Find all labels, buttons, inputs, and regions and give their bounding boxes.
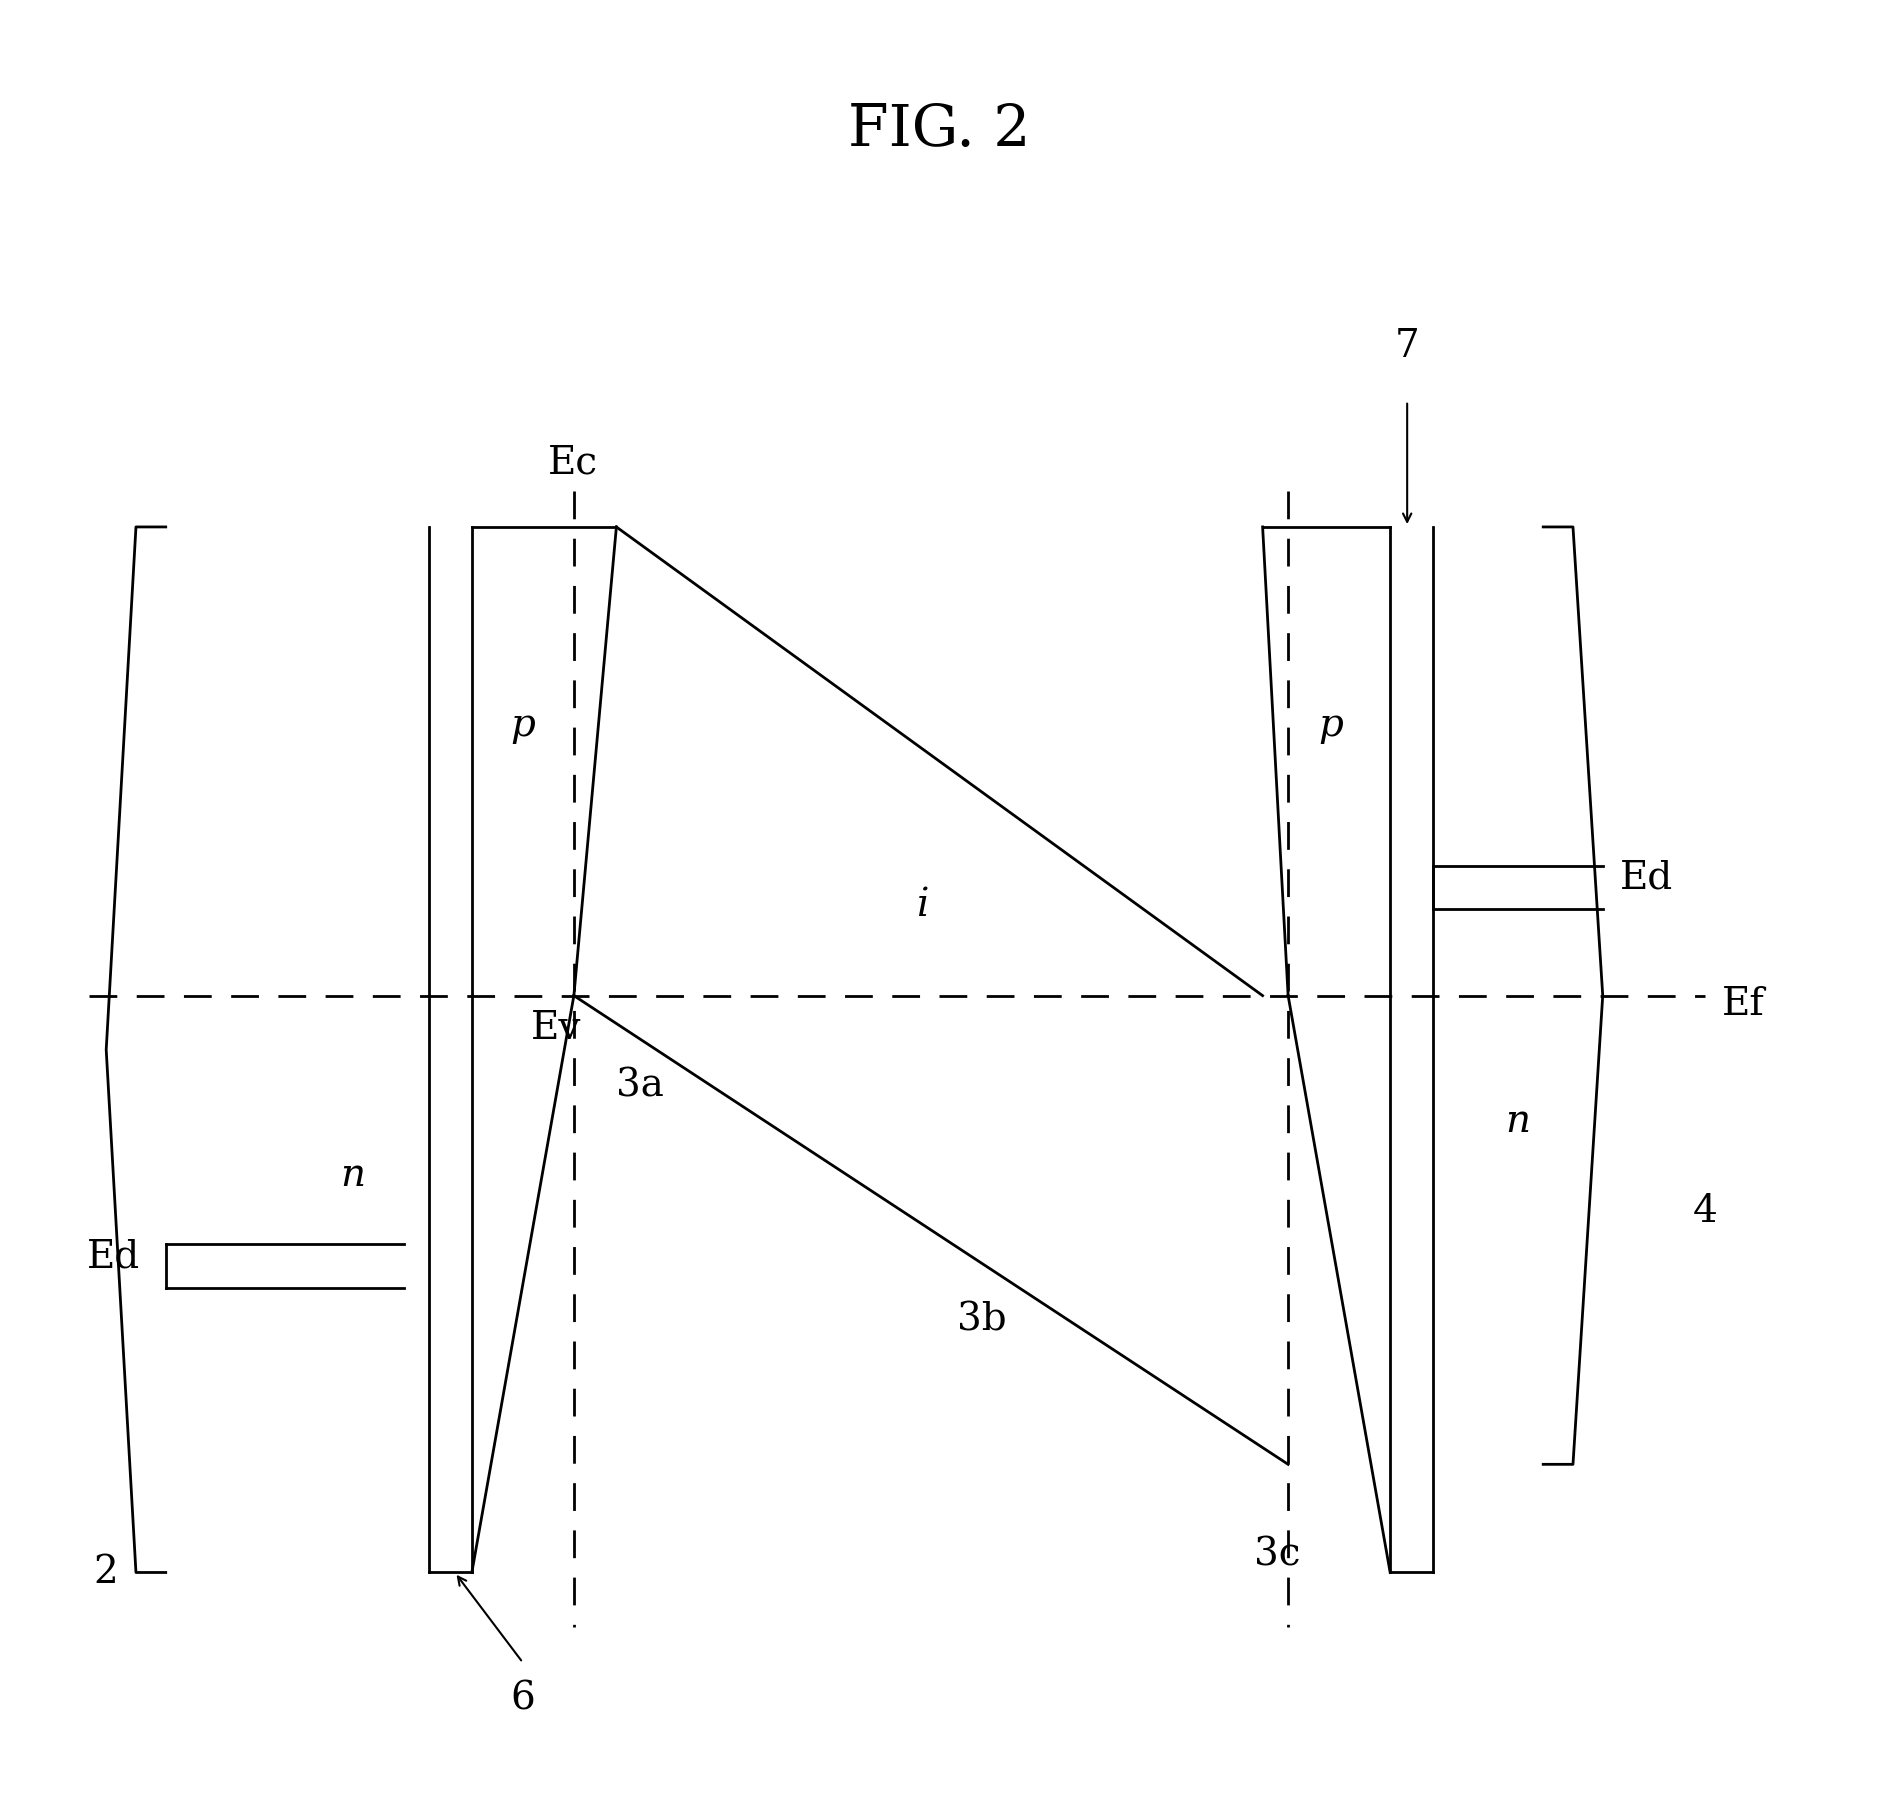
Text: Ed: Ed [1620,860,1672,896]
Text: Ec: Ec [549,446,599,482]
Text: 7: 7 [1394,328,1419,366]
Text: i: i [917,887,928,924]
Text: p: p [511,706,536,744]
Text: n: n [340,1157,365,1195]
Text: 4: 4 [1693,1193,1717,1230]
Text: 3a: 3a [616,1068,665,1105]
Text: Ev: Ev [532,1011,582,1047]
Text: Ef: Ef [1721,987,1764,1023]
Text: p: p [1319,706,1343,744]
Text: 3c: 3c [1253,1536,1300,1574]
Text: 2: 2 [94,1554,118,1592]
Text: Ed: Ed [86,1239,141,1275]
Text: n: n [1505,1103,1530,1141]
Text: 3b: 3b [956,1302,1005,1338]
Text: FIG. 2: FIG. 2 [847,103,1032,158]
Text: 6: 6 [511,1681,536,1717]
